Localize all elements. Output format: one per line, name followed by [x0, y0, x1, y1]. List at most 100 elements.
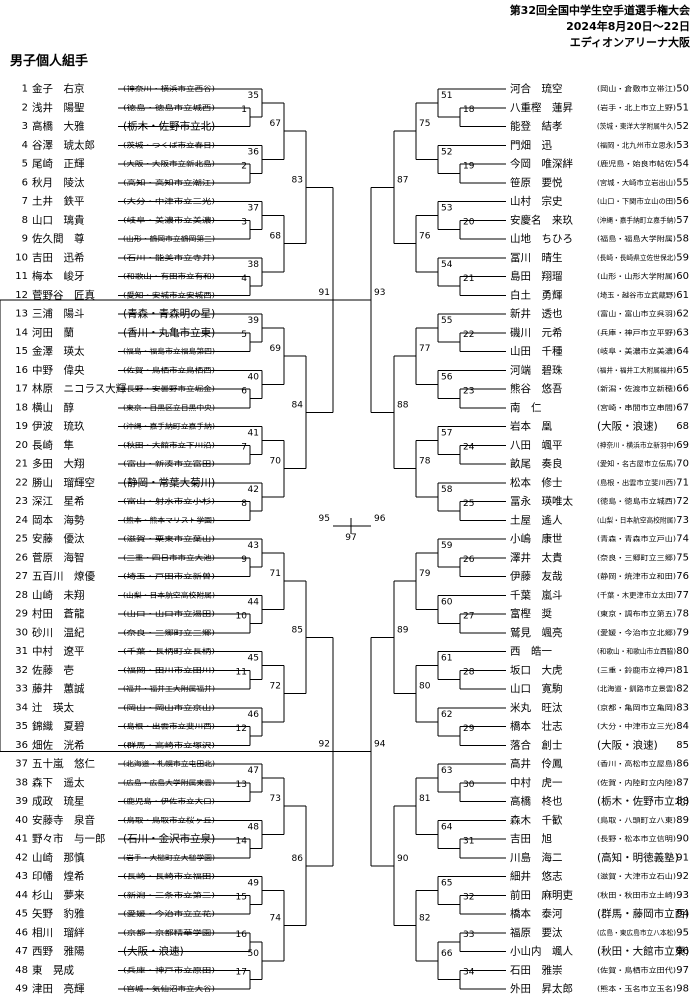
match-number: 29	[463, 724, 475, 734]
match-number: 63	[441, 766, 452, 776]
match-number: 44	[248, 597, 260, 607]
match-number: 53	[441, 204, 452, 214]
match-number: 12	[236, 724, 247, 734]
athlete-name: 小山内 颯人	[510, 945, 573, 958]
match-number: 56	[441, 372, 453, 382]
athlete-name: 五十嵐 悠仁	[32, 757, 95, 770]
entry-number: 61	[676, 290, 689, 301]
athlete-name: 谷澤 琥太郎	[32, 138, 95, 151]
athlete-name: 外田 昇太郎	[510, 982, 573, 995]
entry-number: 43	[15, 871, 28, 882]
entry-number: 22	[15, 477, 28, 488]
entry-number: 69	[676, 440, 689, 451]
match-number: 1	[241, 105, 247, 115]
athlete-name: 藤井 蕙誠	[32, 682, 85, 695]
match-number: 28	[463, 668, 475, 678]
athlete-name: 能登 結孝	[510, 120, 563, 133]
athlete-affiliation: (富山・富山市立呉羽)	[597, 309, 676, 318]
match-number: 41	[248, 429, 259, 439]
athlete-affiliation: (愛媛・今治市立北郷)	[597, 628, 676, 637]
athlete-name: 秋月 陵汰	[32, 176, 85, 189]
entry-number: 48	[15, 965, 28, 976]
athlete-name: 津田 亮輝	[32, 982, 85, 995]
match-number: 73	[270, 794, 281, 804]
entry-number: 91	[676, 852, 689, 863]
match-number: 21	[463, 274, 474, 284]
athlete-affiliation: (和歌山・和歌山市立西脇)	[597, 647, 676, 656]
match-number: 84	[292, 400, 304, 410]
athlete-affiliation: (島根・出雲市立斐川西)	[597, 478, 676, 487]
entry-number: 94	[676, 909, 689, 920]
entry-number: 90	[676, 834, 689, 845]
entry-number: 89	[676, 815, 689, 826]
athlete-affiliation: (長崎・長崎県立佐世保北)	[597, 253, 676, 262]
entry-number: 83	[676, 702, 689, 713]
entry-number: 57	[676, 215, 689, 226]
entry-number: 11	[15, 271, 28, 282]
athlete-name: 小嶋 康世	[510, 532, 563, 545]
athlete-affiliation: (愛知・名古屋市立伝馬)	[597, 459, 676, 468]
athlete-name: 梅本 峻牙	[32, 270, 85, 283]
athlete-name: 伊藤 友哉	[510, 570, 563, 583]
entry-number: 65	[676, 365, 689, 376]
athlete-affiliation: (熊本・玉名市立玉名)	[597, 984, 676, 993]
athlete-name: 笹原 要悦	[510, 176, 563, 189]
athlete-name: 安藤 優汰	[32, 532, 85, 545]
athlete-name: 深江 星希	[32, 495, 85, 508]
entry-number: 67	[676, 402, 689, 413]
match-number: 94	[374, 740, 386, 750]
athlete-name: 佐藤 壱	[32, 663, 74, 676]
match-number: 61	[441, 654, 452, 664]
entry-number: 51	[676, 102, 689, 113]
entry-number: 95	[676, 927, 689, 938]
entry-number: 3	[22, 121, 28, 132]
match-number: 32	[463, 893, 474, 903]
entry-number: 81	[676, 665, 689, 676]
athlete-name: 石田 雅崇	[510, 963, 563, 976]
match-number: 77	[419, 344, 430, 354]
athlete-name: 高井 伶鳳	[510, 757, 563, 770]
athlete-affiliation: (群馬・藤岡市立西)	[597, 907, 689, 920]
athlete-name: 岡本 海勢	[32, 513, 85, 526]
entry-number: 75	[676, 552, 689, 563]
athlete-affiliation: (大阪・浪速)	[597, 738, 658, 751]
athlete-name: 高橋 柊也	[510, 795, 563, 808]
athlete-name: 伊波 琉玖	[32, 420, 85, 433]
athlete-name: 浅井 陽聖	[32, 101, 85, 114]
athlete-name: 橋本 泰河	[510, 907, 563, 920]
match-number: 23	[463, 386, 474, 396]
match-number: 9	[241, 555, 247, 565]
match-number: 34	[463, 968, 475, 978]
match-number: 57	[441, 429, 452, 439]
final-match-number: 97	[345, 533, 356, 543]
match-number: 67	[270, 119, 281, 129]
event-title: 第32回全国中学生空手道選手権大会	[509, 4, 690, 17]
athlete-name: 橋本 壮志	[510, 720, 563, 733]
match-number: 95	[319, 514, 330, 524]
entry-number: 66	[676, 384, 689, 395]
athlete-name: 三浦 陽斗	[32, 307, 85, 320]
athlete-affiliation: (東京・調布市立第五)	[597, 609, 676, 618]
athlete-name: 川島 海二	[510, 851, 563, 864]
entry-number: 47	[15, 946, 28, 957]
match-number: 74	[270, 914, 282, 924]
athlete-name: 前田 麻明吏	[510, 888, 573, 901]
athlete-name: 森下 遥太	[32, 776, 85, 789]
match-number: 6	[241, 386, 247, 396]
athlete-affiliation: (秋田・大館市立東)	[597, 945, 689, 958]
athlete-name: 金澤 瑛太	[32, 345, 85, 358]
match-number: 60	[441, 597, 453, 607]
athlete-affiliation: (岩手・北上市立上野)	[597, 103, 676, 112]
match-number: 15	[236, 893, 247, 903]
athlete-name: 澤井 太貴	[510, 551, 563, 564]
athlete-affiliation: (福井・福井工大附属福井)	[597, 365, 676, 374]
entry-number: 30	[15, 627, 28, 638]
entry-number: 6	[22, 177, 28, 188]
athlete-name: 土井 鉄平	[32, 195, 85, 208]
athlete-name: 吉田 旭	[510, 833, 552, 845]
athlete-affiliation: (岐阜・美濃市立美濃)	[597, 347, 676, 356]
match-number: 59	[441, 541, 453, 551]
athlete-affiliation: (山形・山形大学附属)	[597, 272, 676, 281]
entry-number: 25	[15, 534, 28, 545]
athlete-name: 錦織 夏碧	[32, 720, 85, 733]
